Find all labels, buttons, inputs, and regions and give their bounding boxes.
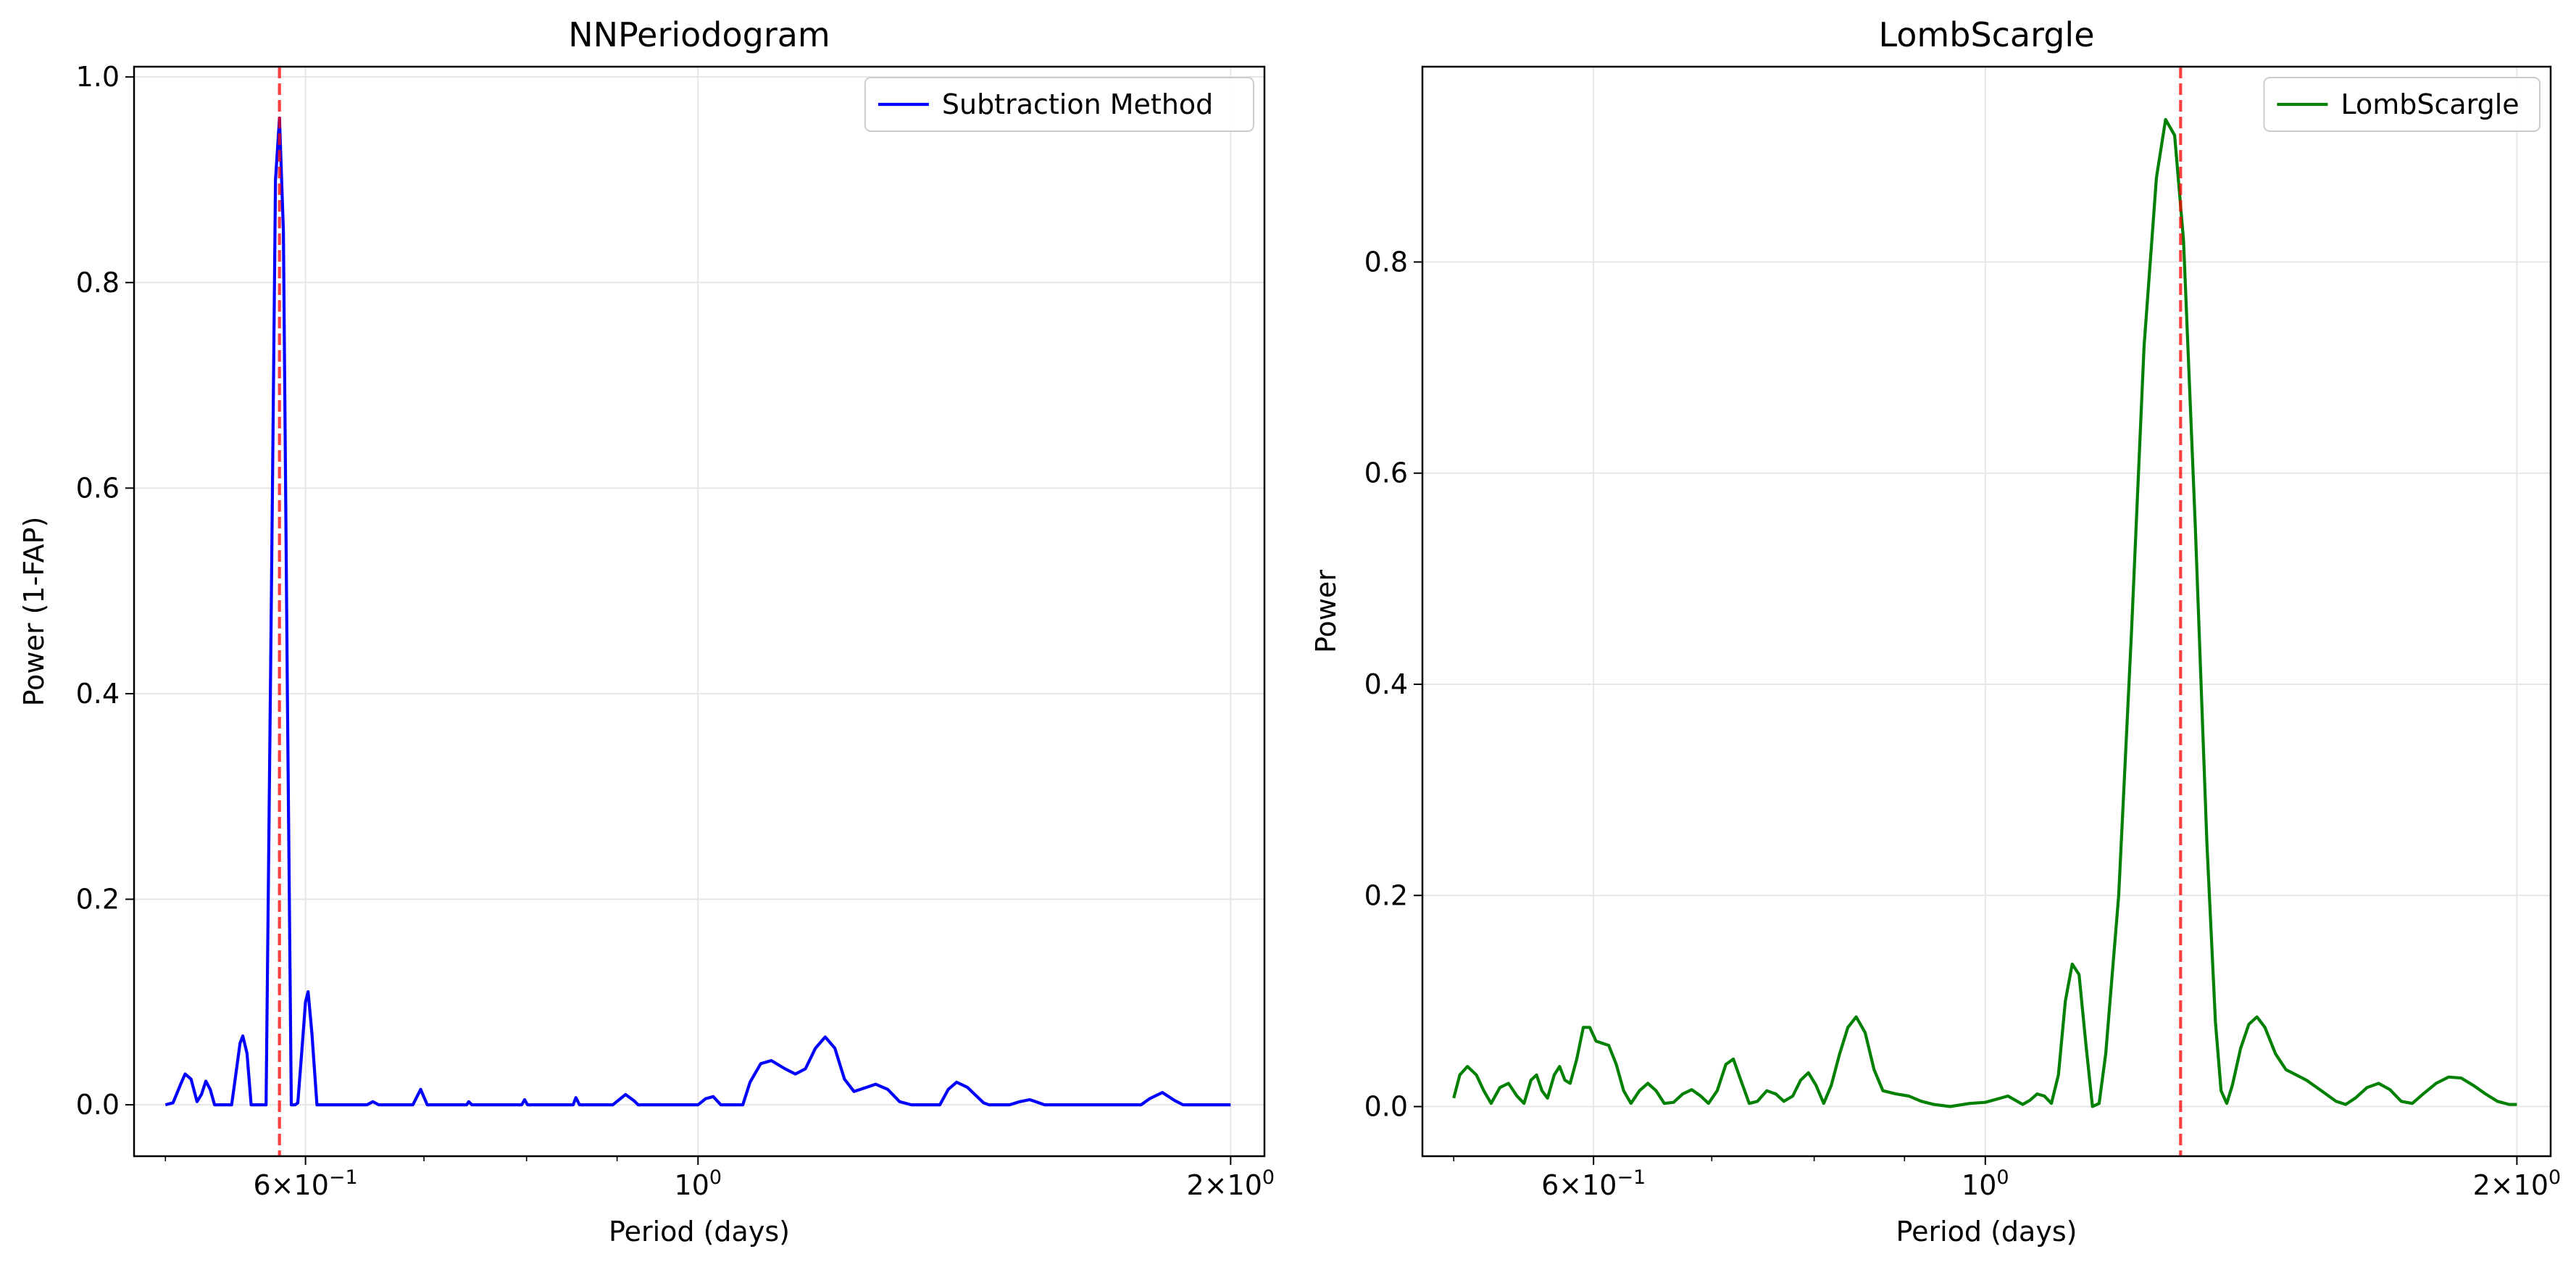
- y-tick-label: 0.0: [76, 1089, 120, 1121]
- y-tick-label: 0.6: [1364, 457, 1408, 489]
- lombscargle-legend-label: LombScargle: [2341, 88, 2519, 120]
- x-tick-label: 2×100: [2473, 1166, 2562, 1201]
- legend-box: [2263, 77, 2540, 132]
- legend-box: [864, 77, 1254, 132]
- grid: [134, 67, 1264, 1156]
- y-tick-label: 0.8: [76, 267, 120, 299]
- nnperiodogram-x-axis-label: Period (days): [609, 1216, 790, 1248]
- nnperiodogram-panel: NNPeriodogram Power (1-FAP) Period (days…: [18, 15, 1275, 1248]
- y-tick-label: 1.0: [76, 61, 120, 93]
- nnperiodogram-legend-label: Subtraction Method: [942, 88, 1213, 120]
- x-tick-label: 6×10−1: [1541, 1166, 1646, 1201]
- y-tick-label: 0.8: [1364, 246, 1408, 278]
- axes-frame: [1421, 65, 2552, 1158]
- lombscargle-panel: LombScargle Power Period (days) 0.0 0.2 0.…: [1310, 15, 2561, 1248]
- nnperiodogram-y-axis-label: Power (1-FAP): [18, 517, 50, 707]
- y-tick-label: 0.4: [1364, 668, 1408, 700]
- x-tick-label: 6×10−1: [254, 1166, 358, 1201]
- lombscargle-y-axis-label: Power: [1310, 570, 1342, 653]
- x-tick-label: 100: [1962, 1166, 2009, 1201]
- series-line: [1452, 117, 2517, 1108]
- nnperiodogram-title: NNPeriodogram: [568, 15, 830, 54]
- axes-frame: [133, 65, 1266, 1158]
- x-tick-label: 2×100: [1187, 1166, 1275, 1201]
- lombscargle-x-axis-label: Period (days): [1896, 1216, 2077, 1248]
- y-tick-label: 0.2: [76, 884, 120, 916]
- y-tick-label: 0.4: [76, 678, 120, 710]
- y-tick-label: 0.0: [1364, 1091, 1408, 1123]
- y-tick-label: 0.2: [1364, 879, 1408, 911]
- lombscargle-title: LombScargle: [1878, 15, 2094, 54]
- series-line: [164, 116, 1231, 1107]
- x-tick-label: 100: [675, 1166, 722, 1201]
- grid: [1422, 67, 2551, 1156]
- y-tick-label: 0.6: [76, 472, 120, 504]
